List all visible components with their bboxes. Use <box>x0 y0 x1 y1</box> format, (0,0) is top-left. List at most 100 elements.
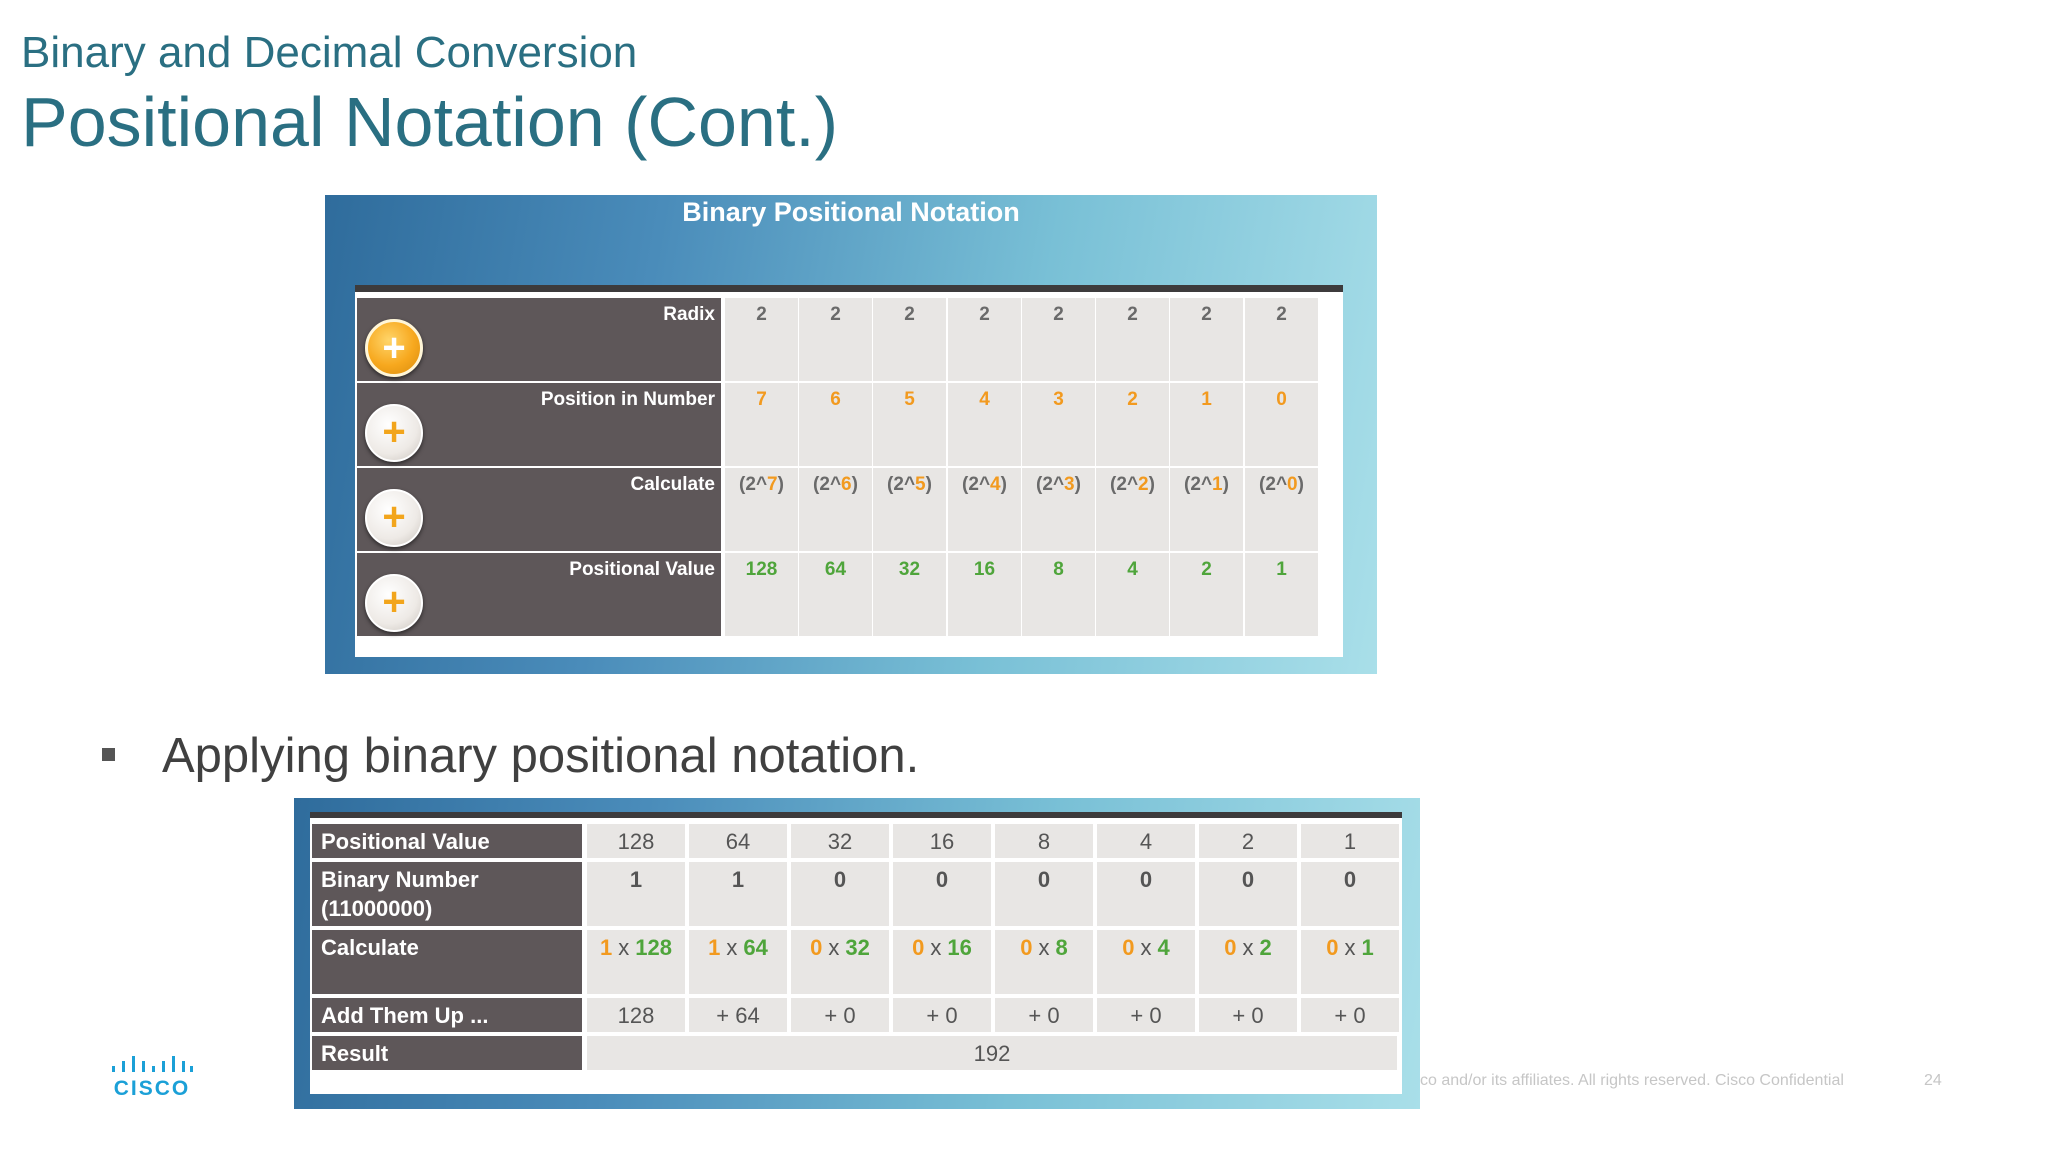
calc-digit: 1 <box>600 935 613 960</box>
times-sign: x <box>1242 935 1254 960</box>
times-sign: x <box>726 935 738 960</box>
table-cell: 1 <box>587 862 685 926</box>
calc-close: ) <box>925 474 932 495</box>
table-cell: 0 <box>995 862 1093 926</box>
row-label-text: Binary Number <box>321 867 479 892</box>
applying-notation-figure: Positional Value 128 64 32 16 8 4 2 1 Binary Numb… <box>294 798 1420 1109</box>
table-cell: 5 <box>873 383 946 466</box>
table-cell: 64 <box>799 553 872 636</box>
calc-exponent: 6 <box>841 474 852 495</box>
calc-value: 128 <box>635 935 672 960</box>
table-cell: (2^4) <box>948 468 1021 551</box>
table-cell: 0 <box>1199 862 1297 926</box>
table-cell: 16 <box>893 824 991 858</box>
plus-icon: + <box>382 580 406 624</box>
table-cell: (2^5) <box>873 468 946 551</box>
table-cell: + 0 <box>791 998 889 1032</box>
table-cell: 1 <box>689 862 787 926</box>
table-cell: 2 <box>1022 298 1095 381</box>
table-cell: (2^0) <box>1245 468 1318 551</box>
table-cell: 2 <box>1096 298 1169 381</box>
plus-icon: + <box>382 495 406 539</box>
calc-close: ) <box>1148 474 1155 495</box>
row-label: Add Them Up ... <box>312 998 582 1032</box>
table-cell: (2^7) <box>725 468 798 551</box>
table-cell: 1 x 128 <box>587 930 685 994</box>
table-cell: 7 <box>725 383 798 466</box>
calc-digit: 0 <box>912 935 925 960</box>
calc-base: (2^ <box>1184 474 1213 495</box>
table-cell: 2 <box>725 298 798 381</box>
calc-exponent: 3 <box>1064 474 1075 495</box>
table-cell: 2 <box>948 298 1021 381</box>
slide-supertitle: Binary and Decimal Conversion <box>21 28 638 77</box>
expand-button[interactable]: + <box>365 574 423 632</box>
table-cell: + 0 <box>1097 998 1195 1032</box>
calc-base: (2^ <box>813 474 842 495</box>
expand-button[interactable]: + <box>365 319 423 377</box>
cisco-logo: CISCO <box>110 1055 194 1100</box>
calc-exponent: 7 <box>767 474 778 495</box>
table-cell: 0 <box>1245 383 1318 466</box>
expand-button[interactable]: + <box>365 404 423 462</box>
calc-base: (2^ <box>1259 474 1288 495</box>
calc-base: (2^ <box>962 474 991 495</box>
row-label-text: Position in Number <box>540 389 715 410</box>
table-cell: 4 <box>948 383 1021 466</box>
calc-value: 8 <box>1055 935 1068 960</box>
table-cell: 2 <box>1199 824 1297 858</box>
table-cell: + 0 <box>893 998 991 1032</box>
table-cell: 1 <box>1170 383 1243 466</box>
row-label-text: Result <box>321 1041 389 1066</box>
row-label-text: Positional Value <box>321 829 490 854</box>
calc-value: 1 <box>1361 935 1374 960</box>
table-cell: 2 <box>873 298 946 381</box>
plus-icon: + <box>382 410 406 454</box>
table-cell: + 0 <box>1199 998 1297 1032</box>
table-cell: 8 <box>1022 553 1095 636</box>
expand-button[interactable]: + <box>365 489 423 547</box>
calc-exponent: 0 <box>1287 474 1298 495</box>
table-cell: 6 <box>799 383 872 466</box>
row-label: Radix + <box>357 298 721 381</box>
row-label-text: Calculate <box>321 935 419 960</box>
table-cell: 1 <box>1301 824 1399 858</box>
times-sign: x <box>828 935 840 960</box>
plus-icon: + <box>382 326 406 370</box>
calc-value: 32 <box>845 935 870 960</box>
positional-notation-table: Radix +2 2 2 2 2 2 2 2 Position in Number +7 6 5 4 3 2 1… <box>355 285 1343 657</box>
cisco-bars-icon <box>112 1056 193 1072</box>
table-cell: 128 <box>587 998 685 1032</box>
table-cell: 4 <box>1096 553 1169 636</box>
table-cell: 0 <box>791 862 889 926</box>
table-cell: 128 <box>725 553 798 636</box>
page-number: 24 <box>1924 1072 1942 1089</box>
calc-base: (2^ <box>1036 474 1065 495</box>
table-cell: 4 <box>1097 824 1195 858</box>
table-cell: 0 x 32 <box>791 930 889 994</box>
calc-digit: 0 <box>1020 935 1033 960</box>
table-cell: 2 <box>1170 553 1243 636</box>
calc-base: (2^ <box>1110 474 1139 495</box>
calc-digit: 0 <box>1326 935 1339 960</box>
row-label: Positional Value <box>312 824 582 858</box>
calc-value: 2 <box>1259 935 1272 960</box>
notation-row: Positional Value +128 64 32 16 8 4 2 1 <box>357 553 1339 636</box>
calc-digit: 1 <box>708 935 721 960</box>
table-cell: 2 <box>799 298 872 381</box>
times-sign: x <box>1038 935 1050 960</box>
row-label-text: Add Them Up ... <box>321 1003 489 1028</box>
table-cell: 16 <box>948 553 1021 636</box>
cisco-wordmark: CISCO <box>113 1077 191 1100</box>
row-label-subtext: (11000000) <box>321 896 433 921</box>
bullet-text: Applying binary positional notation. <box>162 729 920 783</box>
table-cell: + 64 <box>689 998 787 1032</box>
calc-close: ) <box>1222 474 1229 495</box>
table-cell: 32 <box>791 824 889 858</box>
row-label-text: Radix <box>663 304 715 325</box>
table-cell: 128 <box>587 824 685 858</box>
table-cell: 8 <box>995 824 1093 858</box>
table-cell: + 0 <box>995 998 1093 1032</box>
